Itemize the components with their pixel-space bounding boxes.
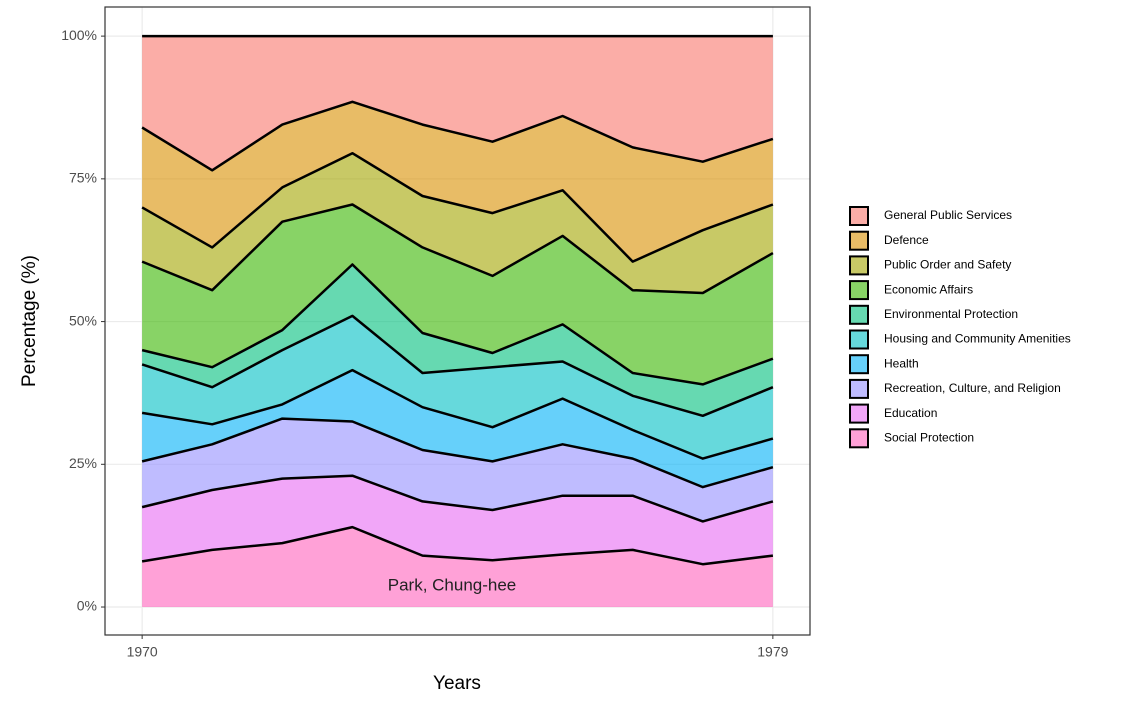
legend-swatch [849,428,869,449]
area [142,204,773,385]
area-line [141,368,774,460]
legend-label: Recreation, Culture, and Religion [884,381,1061,395]
area [142,101,773,262]
y-tick-label: 100% [61,27,97,43]
area [142,264,773,416]
area-line [141,525,774,566]
y-tick-label: 25% [69,455,97,471]
area [142,370,773,488]
legend-label: Environmental Protection [884,307,1018,321]
x-tick-label: 1970 [127,644,158,660]
legend-label: Education [884,406,937,420]
legend-label: Public Order and Safety [884,258,1011,272]
legend-swatch [849,230,869,251]
area-line [141,151,774,263]
y-axis-label: Percentage (%) [19,255,40,387]
y-tick-label: 75% [69,170,97,186]
legend-swatch [849,280,869,301]
area-line [141,417,774,489]
legend-label: Housing and Community Amenities [884,332,1071,346]
legend-label: Defence [884,233,929,247]
annotation: Park, Chung-hee [388,575,517,594]
legend-swatch [849,403,869,424]
legend-swatch [849,378,869,399]
area-line [141,203,774,295]
area [142,153,773,293]
area [142,475,773,565]
area-line [141,314,774,418]
legend-swatch [849,329,869,350]
y-tick-label: 0% [77,598,97,614]
area [142,315,773,459]
area-line [141,474,774,523]
legend-swatch [849,255,869,276]
x-tick-label: 1979 [757,644,788,660]
legend-swatch [849,304,869,325]
legend-label: Health [884,356,919,370]
area-line [141,100,774,172]
x-axis-label: Years [433,673,481,694]
legend-swatch [849,354,869,375]
legend-label: Social Protection [884,430,974,444]
area [142,527,773,607]
panel-border [104,6,811,636]
y-tick-label: 50% [69,312,97,328]
legend-label: Economic Affairs [884,282,973,296]
legend-label: General Public Services [884,208,1012,222]
legend-swatch [849,206,869,226]
area [142,36,773,171]
area-line [141,263,774,386]
